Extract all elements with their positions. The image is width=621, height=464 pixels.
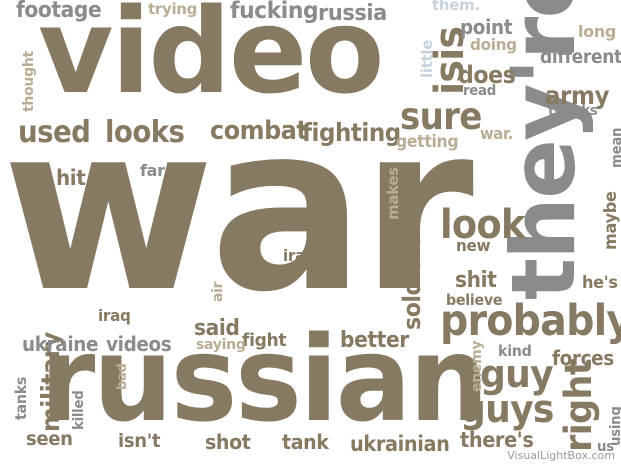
word-that: that.	[283, 216, 323, 235]
word-point: point	[460, 15, 513, 39]
word-new: new	[456, 236, 491, 255]
word-looks: looks	[105, 115, 185, 150]
word-little: little	[418, 39, 436, 78]
word-long: long	[578, 22, 617, 41]
word-saying: saying	[196, 337, 246, 353]
word-getting: getting	[396, 132, 459, 152]
word-trying: trying	[148, 0, 198, 18]
word-far: far	[140, 161, 165, 180]
word-iraqi: iraqi	[283, 246, 321, 265]
word-fighting: fighting	[302, 118, 401, 147]
word-air: air	[210, 281, 226, 302]
watermark-credit: VisualLightBox.com	[507, 449, 615, 462]
word-read: read	[463, 83, 497, 99]
word-shit: shit	[455, 268, 497, 293]
word-hit: hit	[56, 166, 86, 190]
word-war: war.	[480, 124, 514, 143]
word-thanks: thanks	[548, 103, 598, 119]
word-said: said	[194, 316, 240, 341]
word-footage: footage	[16, 0, 102, 23]
word-different: different	[540, 46, 621, 68]
word-he-s: he's	[582, 273, 618, 293]
word-videos: videos	[106, 332, 172, 356]
word-soldiers: soldiers	[398, 235, 426, 330]
word-war: war	[2, 76, 474, 343]
word-there-s: there's	[460, 428, 534, 452]
word-bad: bad	[115, 363, 130, 390]
word-look: look	[440, 202, 525, 248]
word-shot: shot	[205, 430, 251, 454]
word-kind: kind	[498, 342, 532, 360]
word-doing: doing	[470, 35, 517, 54]
word-probably: probably	[440, 296, 621, 346]
word-believe: believe	[446, 291, 503, 309]
word-enemy: enemy	[469, 340, 485, 392]
word-combat: combat	[210, 116, 308, 146]
word-tanks: tanks	[12, 376, 30, 420]
word-army: army	[545, 81, 609, 110]
word-isn-t: isn't	[118, 430, 161, 452]
word-fight: fight	[242, 330, 287, 351]
word-maybe: maybe	[601, 191, 621, 250]
word-sure: sure	[400, 95, 482, 138]
word-killed: killed	[71, 390, 87, 430]
word-fucking: fucking	[230, 0, 319, 24]
word-ukrainian: ukrainian	[350, 432, 450, 456]
word-better: better	[340, 328, 409, 353]
word-makes: makes	[384, 167, 402, 220]
word-us: us	[597, 439, 614, 455]
word-russia: russia	[318, 1, 387, 26]
word-ukraine: ukraine	[22, 332, 99, 356]
word-video: video	[38, 0, 384, 120]
word-guys: guys	[460, 387, 554, 431]
word-forces: forces	[552, 346, 614, 370]
word-russian: russian	[40, 310, 489, 448]
word-seen: seen	[26, 428, 73, 450]
word-does: does	[458, 61, 516, 89]
word-guy: guy	[480, 352, 554, 396]
word-tank: tank	[282, 430, 329, 454]
word-iraq: iraq	[98, 306, 131, 325]
word-thought: thought	[21, 51, 37, 112]
word-mean: mean	[609, 127, 621, 168]
word-right: right	[557, 359, 600, 452]
word-used: used	[18, 115, 91, 150]
word-them: them.	[432, 0, 480, 14]
